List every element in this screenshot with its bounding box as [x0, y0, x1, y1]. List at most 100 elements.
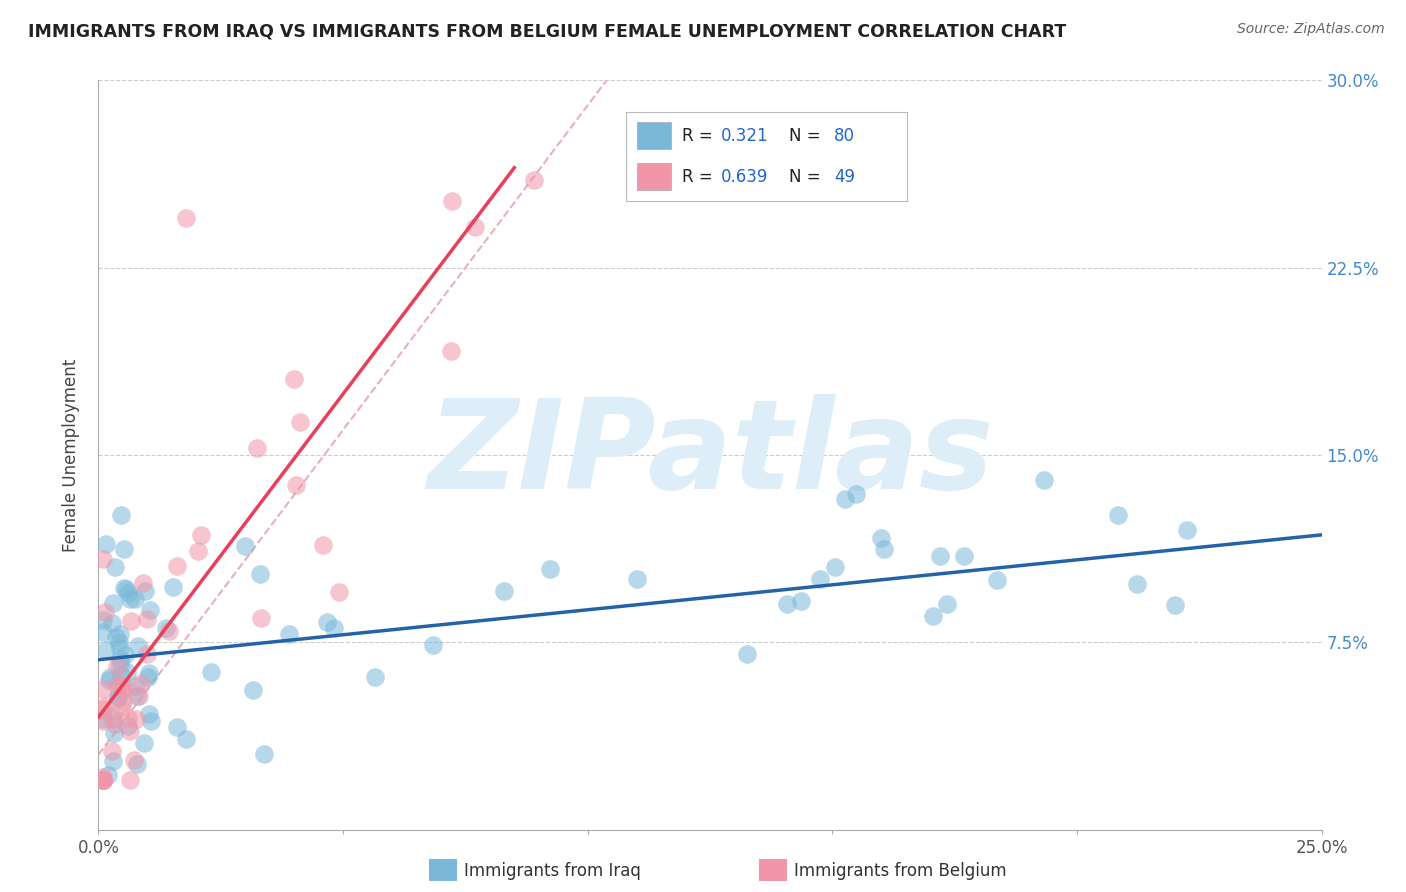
Point: [101, 615, 124, 630]
Point: [111, 682, 134, 697]
Point: [91, 624, 114, 639]
Point: [124, 592, 146, 607]
Point: [124, 712, 146, 726]
Point: [104, 559, 127, 574]
Point: [91, 772, 114, 787]
Point: [103, 596, 125, 610]
Point: [91, 770, 114, 784]
Point: [107, 690, 129, 705]
Point: [155, 621, 177, 635]
Point: [91, 772, 114, 787]
Point: [91, 701, 114, 715]
Point: [122, 753, 145, 767]
Point: [132, 576, 155, 591]
Point: [105, 630, 128, 644]
Point: [112, 693, 135, 707]
Point: [283, 372, 305, 386]
Point: [115, 665, 138, 679]
Point: [104, 717, 127, 731]
Point: [808, 572, 831, 586]
Point: [132, 736, 155, 750]
Point: [138, 603, 160, 617]
Point: [1107, 508, 1129, 522]
FancyBboxPatch shape: [637, 163, 671, 190]
Point: [111, 700, 134, 714]
Point: [136, 612, 159, 626]
Point: [873, 541, 896, 556]
Point: [112, 680, 135, 694]
Point: [118, 724, 141, 739]
Point: [494, 583, 516, 598]
Point: [316, 615, 339, 630]
Point: [91, 772, 114, 787]
Point: [128, 690, 150, 704]
Point: [112, 581, 135, 595]
Text: ZIPatlas: ZIPatlas: [427, 394, 993, 516]
Point: [422, 638, 444, 652]
Point: [112, 542, 135, 557]
Point: [157, 624, 180, 638]
Point: [91, 551, 114, 566]
Point: [250, 611, 273, 625]
Point: [110, 508, 132, 522]
Point: [233, 539, 256, 553]
Point: [936, 597, 959, 611]
Point: [790, 594, 813, 608]
Point: [94, 643, 117, 657]
Point: [91, 681, 114, 696]
Point: [127, 757, 149, 772]
Point: [91, 772, 114, 787]
Point: [176, 211, 198, 225]
Text: 0.639: 0.639: [721, 168, 769, 186]
Point: [440, 344, 463, 359]
Point: [162, 581, 184, 595]
Point: [735, 647, 758, 661]
Point: [136, 670, 159, 684]
Point: [824, 559, 846, 574]
Point: [110, 667, 132, 681]
Point: [441, 194, 464, 208]
Point: [110, 652, 132, 666]
Point: [922, 609, 945, 624]
Text: Immigrants from Iraq: Immigrants from Iraq: [464, 862, 641, 880]
Text: 0.321: 0.321: [721, 127, 769, 145]
Point: [108, 627, 131, 641]
Point: [312, 538, 335, 552]
Point: [97, 673, 120, 687]
Point: [323, 621, 346, 635]
Text: R =: R =: [682, 127, 718, 145]
Point: [1125, 577, 1147, 591]
Point: [94, 698, 117, 713]
Point: [103, 726, 125, 740]
Point: [91, 613, 114, 627]
Point: [464, 220, 486, 235]
Point: [986, 573, 1008, 587]
Point: [108, 657, 131, 672]
Point: [928, 549, 950, 563]
Point: [166, 558, 188, 573]
Point: [190, 528, 212, 542]
Point: [834, 491, 856, 506]
Point: [1164, 598, 1187, 612]
Text: R =: R =: [682, 168, 718, 186]
Point: [135, 647, 157, 661]
Point: [523, 173, 546, 187]
Point: [285, 478, 308, 492]
Point: [91, 712, 114, 726]
Point: [138, 665, 160, 680]
Point: [114, 582, 136, 596]
Point: [103, 708, 125, 723]
Point: [364, 670, 387, 684]
Point: [776, 597, 799, 611]
Point: [626, 572, 648, 586]
Point: [124, 679, 146, 693]
Text: Source: ZipAtlas.com: Source: ZipAtlas.com: [1237, 22, 1385, 37]
Point: [166, 720, 188, 734]
Point: [253, 747, 276, 761]
Point: [100, 712, 122, 726]
Text: 80: 80: [834, 127, 855, 145]
Point: [117, 586, 139, 600]
Point: [844, 487, 866, 501]
Point: [96, 537, 118, 551]
Point: [110, 678, 132, 692]
